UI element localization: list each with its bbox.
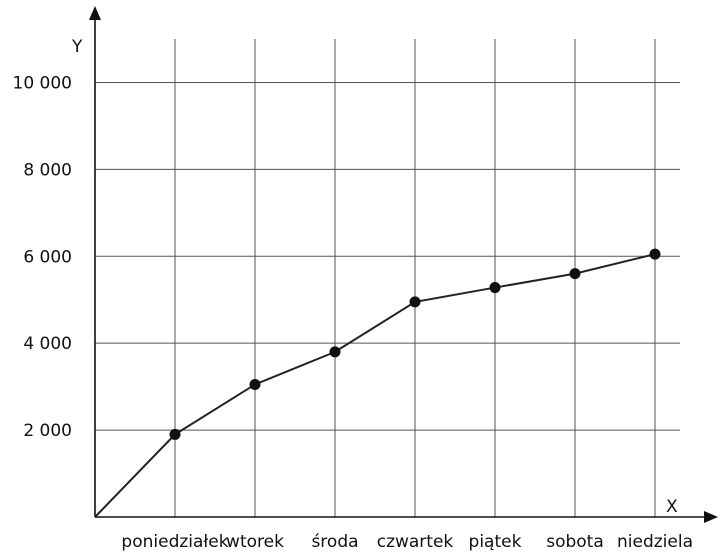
series xyxy=(94,248,661,518)
y-axis-arrow xyxy=(89,6,101,20)
x-tick-label: środa xyxy=(311,532,358,552)
x-axis-arrow xyxy=(704,511,718,523)
data-point xyxy=(249,378,261,390)
y-tick-labels: 2 000 4 000 6 000 8 000 10 000 xyxy=(13,73,72,441)
y-tick-label: 4 000 xyxy=(23,334,72,354)
x-axis-title: X xyxy=(666,497,678,517)
data-point xyxy=(409,296,421,308)
x-tick-label: czwartek xyxy=(377,532,454,552)
x-tick-label: sobota xyxy=(546,532,604,552)
x-tick-label: poniedziałek xyxy=(121,532,228,552)
series-line xyxy=(94,253,656,518)
x-tick-label: niedziela xyxy=(617,532,693,552)
y-tick-label: 6 000 xyxy=(23,247,72,267)
data-point xyxy=(329,346,341,358)
x-tick-label: piątek xyxy=(469,532,522,552)
data-point xyxy=(649,248,661,260)
y-tick-label: 10 000 xyxy=(13,73,72,93)
grid xyxy=(95,39,680,517)
data-point xyxy=(569,268,581,280)
y-axis-title: Y xyxy=(71,37,83,57)
x-tick-label: wtorek xyxy=(226,532,284,552)
axes: Y X xyxy=(71,6,718,523)
data-point xyxy=(489,282,501,294)
data-point xyxy=(169,428,181,440)
y-tick-label: 8 000 xyxy=(23,160,72,180)
y-tick-label: 2 000 xyxy=(23,421,72,441)
